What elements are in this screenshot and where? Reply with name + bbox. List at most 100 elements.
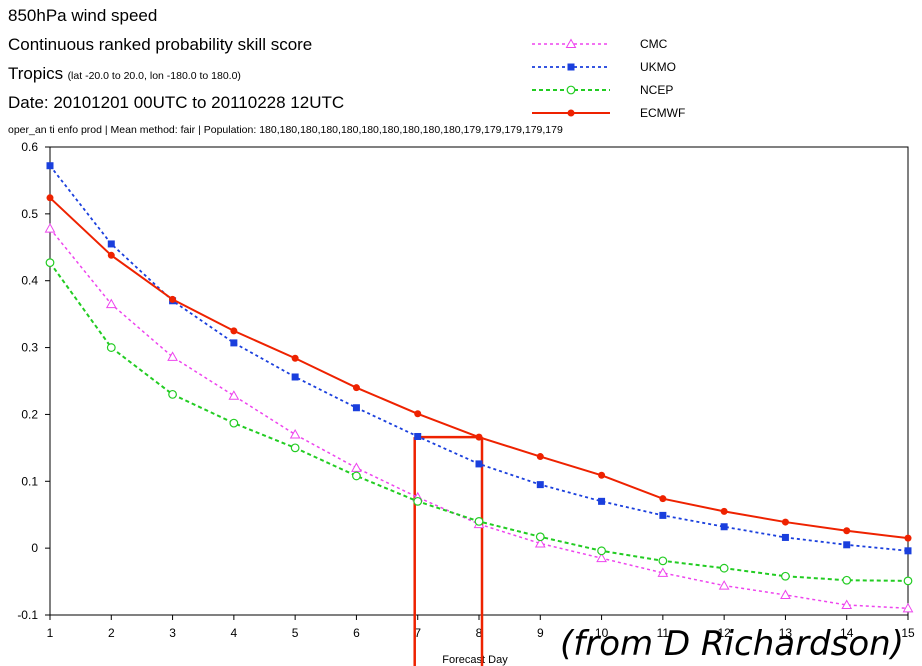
x-tick-label: 10: [595, 626, 609, 640]
x-tick-label: 3: [169, 626, 176, 640]
data-point-cmc: [44, 223, 56, 233]
date-range: Date: 20101201 00UTC to 20110228 12UTC: [8, 93, 345, 112]
legend-marker-ecmwf: [567, 109, 575, 117]
data-point-ecmwf: [659, 495, 667, 503]
plot-frame: [49, 146, 909, 616]
data-point-cmc: [780, 589, 791, 599]
data-point-ecmwf: [475, 433, 483, 441]
data-point-cmc: [534, 537, 546, 548]
data-point-ncep: [719, 563, 729, 573]
source-credit: (from D Richardson): [560, 624, 904, 664]
legend-item-ncep: NCEP: [532, 83, 673, 97]
data-point-ukmo: [352, 404, 360, 412]
x-tick-label: 14: [840, 626, 854, 640]
data-point-ukmo: [843, 541, 851, 549]
legend-label-ecmwf: ECMWF: [640, 106, 685, 120]
data-point-ukmo: [781, 533, 789, 541]
region-name: Tropics: [8, 64, 64, 83]
x-tick-label: 15: [901, 626, 915, 640]
series-line-cmc: [49, 228, 909, 610]
chart-variable-title: 850hPa wind speed: [8, 6, 158, 25]
data-point-ncep: [229, 418, 239, 428]
x-tick-label: 4: [231, 626, 238, 640]
data-point-ncep: [352, 471, 361, 481]
data-point-ecmwf: [843, 527, 851, 535]
data-point-ukmo: [46, 162, 54, 170]
data-point-ecmwf: [169, 295, 177, 303]
x-tick-label: 12: [717, 626, 731, 640]
y-tick-label: -0.1: [17, 608, 38, 622]
legend-item-ecmwf: ECMWF: [532, 106, 685, 120]
data-point-ncep: [903, 576, 913, 586]
data-point-ncep: [658, 556, 668, 566]
chart-title: Continuous ranked probability skill scor…: [8, 35, 313, 54]
data-point-cmc: [596, 552, 607, 563]
data-point-ukmo: [475, 460, 483, 468]
data-point-cmc: [657, 567, 669, 577]
data-point-ncep: [597, 546, 606, 556]
legend-item-ukmo: UKMO: [532, 60, 676, 74]
data-point-cmc: [167, 351, 178, 361]
series-line-ecmwf: [49, 197, 909, 540]
data-point-ukmo: [230, 339, 238, 347]
data-point-cmc: [289, 428, 301, 439]
x-tick-label: 2: [108, 626, 115, 640]
x-tick-label: 8: [476, 626, 483, 640]
data-point-cmc: [351, 462, 362, 472]
series-line-ncep: [49, 262, 909, 582]
series-ecmwf: [46, 194, 912, 542]
data-point-ukmo: [107, 240, 115, 248]
x-axis-label: Forecast Day: [442, 654, 508, 666]
data-point-ukmo: [291, 373, 299, 381]
annotation-lines: [413, 435, 484, 666]
region-line: Tropics (lat -20.0 to 20.0, lon -180.0 t…: [8, 64, 241, 84]
data-point-ncep: [106, 343, 116, 352]
x-tick-label: 9: [537, 626, 544, 640]
x-tick-label: 6: [353, 626, 360, 640]
data-point-ecmwf: [598, 471, 606, 479]
region-extent: (lat -20.0 to 20.0, lon -180.0 to 180.0): [67, 70, 241, 82]
data-point-ukmo: [659, 511, 667, 519]
data-point-ecmwf: [414, 410, 422, 418]
y-tick-label: 0: [31, 541, 38, 555]
data-point-ncep: [781, 571, 790, 581]
data-point-ncep: [474, 517, 484, 526]
data-point-ncep: [535, 532, 545, 542]
x-tick-label: 1: [47, 626, 54, 640]
data-point-ukmo: [414, 432, 422, 440]
data-point-ncep: [842, 575, 852, 585]
x-tick-label: 13: [779, 626, 793, 640]
legend: CMC UKMO NCEP ECMWF: [532, 37, 685, 120]
y-tick-label: 0.4: [21, 274, 38, 288]
x-tick-label: 5: [292, 626, 299, 640]
legend-label-ukmo: UKMO: [640, 60, 676, 74]
legend-marker-ncep: [566, 85, 576, 95]
legend-marker-ukmo: [567, 63, 575, 71]
data-point-ecmwf: [904, 534, 912, 542]
data-point-ecmwf: [107, 251, 115, 259]
legend-marker-cmc: [565, 38, 577, 48]
legend-item-cmc: CMC: [532, 37, 668, 51]
y-tick-label: 0.6: [21, 140, 38, 154]
data-point-ecmwf: [291, 354, 299, 362]
data-point-ecmwf: [720, 507, 728, 515]
data-point-ncep: [290, 443, 300, 453]
series-ncep: [45, 258, 913, 586]
data-point-ecmwf: [352, 384, 360, 392]
data-point-cmc: [718, 580, 730, 590]
data-point-cmc: [902, 602, 914, 613]
x-tick-label: 11: [657, 626, 670, 640]
data-point-ukmo: [720, 523, 728, 531]
data-point-ecmwf: [46, 194, 54, 202]
data-point-ncep: [413, 496, 423, 506]
y-tick-label: 0.2: [21, 407, 38, 421]
data-point-ncep: [168, 389, 177, 399]
data-point-ukmo: [536, 481, 544, 489]
y-tick-label: 0.1: [21, 474, 38, 488]
data-point-cmc: [841, 599, 853, 609]
y-tick-label: 0.3: [21, 341, 38, 355]
chart-series: [44, 162, 914, 613]
x-tick-label: 7: [414, 626, 421, 640]
legend-label-ncep: NCEP: [640, 83, 673, 97]
